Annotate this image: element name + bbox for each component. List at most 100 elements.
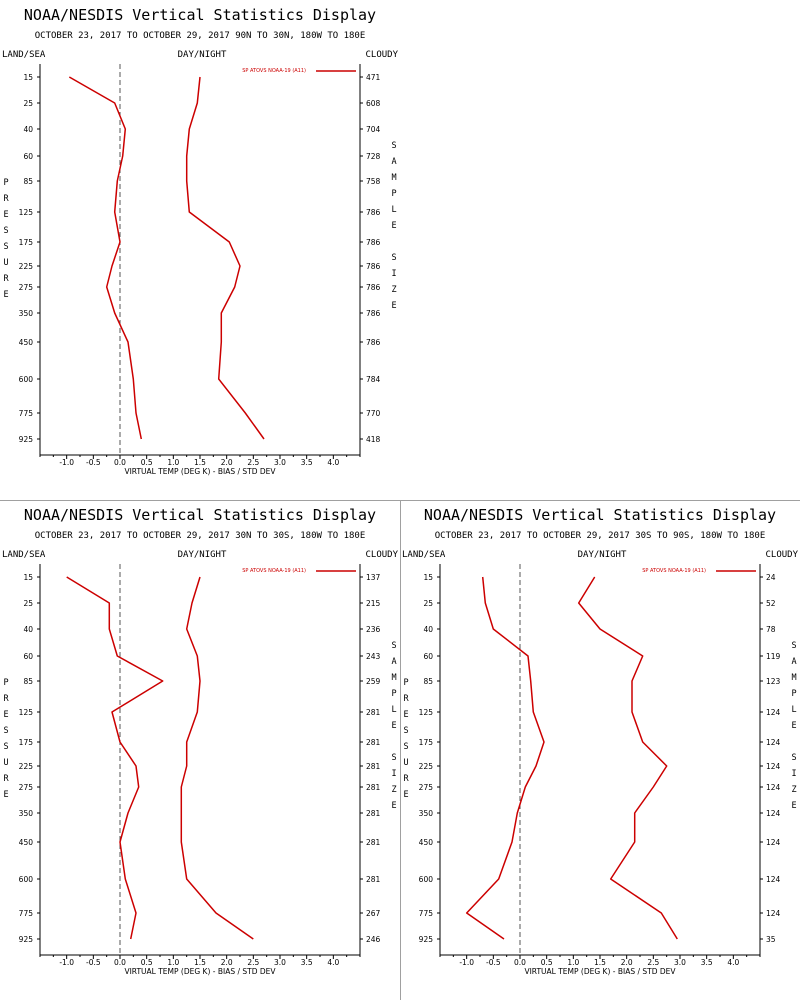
y2-axis-letter: Z	[391, 285, 396, 295]
pressure-level-label: 60	[23, 652, 33, 661]
y2-axis-letter: S	[391, 641, 396, 651]
y2-axis-letter: Z	[791, 785, 796, 795]
y2-axis-letter: E	[791, 721, 796, 731]
pressure-level-label: 600	[419, 875, 434, 884]
y-axis-letter: S	[403, 726, 408, 736]
chart-title: NOAA/NESDIS Vertical Statistics Display	[24, 6, 376, 24]
x-tick-label: 3.0	[274, 958, 286, 967]
y2-axis-letter: S	[391, 141, 396, 151]
header-land-sea: LAND/SEA	[2, 50, 46, 60]
pressure-level-label: 85	[423, 677, 433, 686]
y2-axis-letter: I	[391, 769, 396, 779]
chart-title: NOAA/NESDIS Vertical Statistics Display	[424, 506, 776, 524]
x-tick-label: 3.0	[274, 458, 286, 467]
x-tick-label: 1.0	[567, 958, 579, 967]
pressure-level-label: 60	[423, 652, 433, 661]
y2-axis-letter: E	[391, 221, 396, 231]
pressure-level-label: 450	[419, 838, 434, 847]
pressure-level-label: 85	[23, 677, 33, 686]
sample-size-label: 784	[366, 375, 381, 384]
y2-axis-letter: I	[391, 269, 396, 279]
x-tick-label: 0.5	[141, 958, 153, 967]
header-cloudy: CLOUDY	[765, 550, 798, 560]
y-axis-letter: R	[3, 194, 9, 204]
bias-line	[68, 76, 143, 440]
sample-size-label: 137	[366, 573, 381, 582]
y2-axis-letter: A	[791, 657, 796, 667]
pressure-level-label: 85	[23, 177, 33, 186]
x-tick-label: 2.0	[621, 958, 633, 967]
sample-size-label: 78	[766, 625, 776, 634]
y2-axis-letter: S	[791, 753, 796, 763]
pressure-level-label: 25	[23, 599, 33, 608]
pressure-level-label: 60	[23, 152, 33, 161]
sample-size-label: 124	[766, 809, 781, 818]
x-tick-label: -1.0	[59, 958, 74, 967]
sample-size-label: 267	[366, 909, 381, 918]
y2-axis-letter: P	[391, 689, 396, 699]
sample-size-label: 236	[366, 625, 381, 634]
y2-axis-letter: E	[391, 721, 396, 731]
pressure-level-label: 175	[419, 738, 434, 747]
y-axis-letter: R	[403, 774, 409, 784]
legend-label: SP ATOVS NOAA-19 (A11)	[242, 568, 306, 574]
x-tick-label: 2.0	[221, 458, 233, 467]
pressure-level-label: 350	[19, 809, 34, 818]
y2-axis-letter: S	[391, 253, 396, 263]
pressure-level-label: 40	[23, 125, 33, 134]
sample-size-label: 246	[366, 935, 381, 944]
sample-size-label: 124	[766, 738, 781, 747]
sample-size-label: 124	[766, 875, 781, 884]
y2-axis-letter	[791, 737, 796, 747]
y2-axis-letter: M	[791, 673, 796, 683]
pressure-level-label: 925	[19, 435, 34, 444]
y2-axis-letter: E	[391, 801, 396, 811]
pressure-level-label: 450	[19, 838, 34, 847]
y-axis-letter: U	[3, 758, 8, 768]
x-tick-label: 3.5	[301, 958, 313, 967]
sample-size-label: 52	[766, 599, 776, 608]
x-tick-label: 4.0	[727, 958, 739, 967]
sample-size-label: 124	[766, 762, 781, 771]
y-axis-letter: P	[3, 678, 8, 688]
sample-size-label: 124	[766, 909, 781, 918]
std-dev-line	[577, 576, 678, 940]
y2-axis-letter: E	[791, 801, 796, 811]
sample-size-label: 124	[766, 708, 781, 717]
y-axis-letter: S	[403, 742, 408, 752]
x-tick-label: 2.5	[247, 458, 259, 467]
pressure-level-label: 15	[23, 573, 33, 582]
pressure-level-label: 775	[19, 909, 34, 918]
chart-title: NOAA/NESDIS Vertical Statistics Display	[24, 506, 376, 524]
x-tick-label: 3.5	[701, 958, 713, 967]
x-tick-label: -0.5	[86, 458, 101, 467]
y2-axis-letter: M	[391, 173, 396, 183]
sample-size-label: 608	[366, 99, 381, 108]
x-tick-label: 3.0	[674, 958, 686, 967]
legend-label: SP ATOVS NOAA-19 (A11)	[242, 68, 306, 74]
y2-axis-letter: M	[391, 673, 396, 683]
bias-line	[465, 576, 545, 940]
y2-axis-letter	[391, 737, 396, 747]
x-tick-label: 0.5	[141, 458, 153, 467]
pressure-level-label: 225	[19, 762, 34, 771]
x-tick-label: 0.5	[541, 958, 553, 967]
pressure-level-label: 450	[19, 338, 34, 347]
y2-axis-letter: P	[391, 189, 396, 199]
y-axis-letter: R	[3, 694, 9, 704]
x-axis-label: VIRTUAL TEMP (DEG K) - BIAS / STD DEV	[124, 467, 276, 476]
x-tick-label: 1.0	[167, 458, 179, 467]
y-axis-letter: E	[3, 290, 8, 300]
y-axis-letter: S	[3, 226, 8, 236]
sample-size-label: 281	[366, 762, 381, 771]
y-axis-letter: E	[403, 790, 408, 800]
sample-size-label: 35	[766, 935, 776, 944]
sample-size-label: 215	[366, 599, 381, 608]
y2-axis-letter: A	[391, 657, 396, 667]
sample-size-label: 786	[366, 238, 381, 247]
